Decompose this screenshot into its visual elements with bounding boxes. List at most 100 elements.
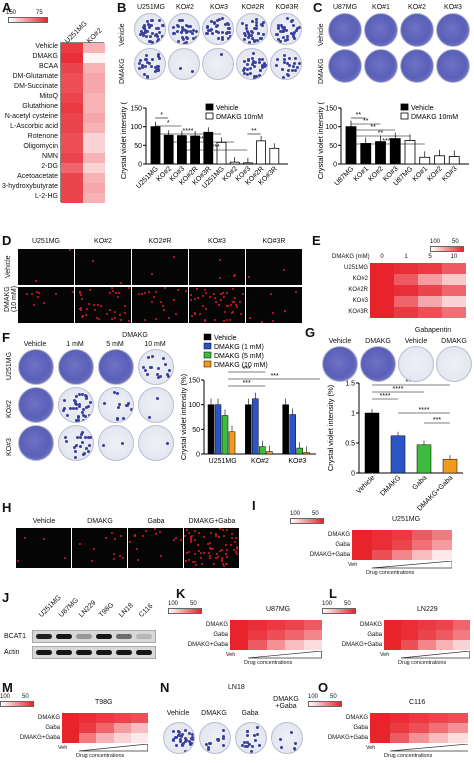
colony	[205, 31, 209, 35]
red-signal	[189, 539, 192, 542]
bar-dmakg	[448, 156, 460, 165]
colony	[158, 375, 162, 379]
heatmap-a-cell	[83, 133, 105, 143]
heatmap-a-cell	[61, 53, 83, 63]
colony	[149, 366, 153, 370]
legend-swatch	[203, 351, 212, 359]
heatmap-a-row-label: L-Ascorbic acid	[10, 123, 58, 130]
red-signal	[209, 531, 212, 534]
red-signal	[231, 287, 234, 290]
x-tick-label: KO#3	[288, 458, 306, 465]
colony	[78, 445, 82, 449]
bar-1	[289, 414, 296, 455]
colony	[156, 38, 160, 42]
colony	[75, 402, 79, 406]
heatmap-a-cell	[83, 163, 105, 173]
red-signal	[92, 304, 95, 307]
x-tick-label: U251MG	[209, 458, 237, 465]
red-signal	[295, 290, 298, 293]
colony	[173, 32, 177, 36]
colony	[143, 72, 147, 76]
red-signal	[283, 269, 286, 272]
heatmap-k-row-label: Gaba	[213, 632, 228, 638]
colony-dish	[364, 13, 398, 47]
red-signal	[235, 306, 238, 309]
bar-1	[252, 398, 259, 455]
colony	[138, 66, 142, 70]
red-signal	[175, 537, 178, 540]
colony	[80, 432, 84, 436]
red-signal	[236, 545, 239, 548]
red-signal	[216, 553, 219, 556]
colony	[210, 31, 214, 35]
red-signal	[230, 303, 233, 306]
panel-d-col-label: KO#3R	[262, 238, 286, 245]
colony	[226, 21, 230, 25]
significance-mark: ****	[393, 386, 404, 393]
red-signal	[98, 317, 101, 320]
colony	[248, 742, 252, 746]
colony	[246, 68, 250, 72]
red-signal	[118, 314, 121, 317]
colony-dish	[168, 13, 200, 45]
red-signal	[112, 553, 115, 556]
colony	[253, 739, 257, 743]
blot-band	[76, 634, 92, 639]
red-signal	[38, 292, 41, 295]
bar-vehicle	[375, 141, 386, 165]
colony	[156, 54, 160, 58]
colony	[215, 18, 219, 22]
bar-3	[266, 451, 273, 455]
colony	[260, 57, 264, 61]
heatmap-i-cell	[412, 550, 432, 560]
heatmap-l-title: LN229	[417, 606, 438, 613]
heatmap-m-cell	[79, 713, 97, 723]
red-signal	[64, 556, 67, 559]
colony	[194, 35, 198, 39]
heatmap-i-cell	[412, 530, 432, 540]
heatmap-a-cell	[83, 43, 105, 53]
colony	[288, 56, 292, 60]
red-signal	[222, 291, 225, 294]
heatmap-i-cell	[432, 550, 452, 560]
colony	[74, 456, 78, 460]
significance-mark: ***	[271, 373, 279, 380]
significance-mark: ***	[433, 417, 441, 424]
heatmap-a-row-label: Acetoacetate	[17, 173, 58, 180]
colony	[285, 62, 289, 66]
colony	[283, 26, 286, 30]
significance-mark: ****	[406, 379, 417, 386]
colony	[293, 741, 297, 745]
blot-band	[56, 650, 72, 655]
heatmap-m-cell	[62, 713, 80, 723]
heatmap-a-row-label: MitoQ	[39, 93, 58, 100]
red-signal	[203, 535, 206, 538]
colony	[156, 68, 160, 72]
colony	[102, 401, 106, 405]
heatmap-l-cell	[384, 620, 402, 630]
colony	[246, 57, 250, 61]
colony	[64, 436, 68, 440]
red-signal	[197, 549, 200, 552]
heatmap-e-cell	[370, 307, 394, 318]
heatmap-l-cell	[401, 640, 419, 650]
bar-dmakg	[256, 140, 267, 165]
colony	[113, 390, 117, 394]
red-signal	[185, 552, 188, 555]
bar-dmakg	[419, 156, 431, 165]
colony	[156, 66, 160, 70]
panel-label-m: M	[2, 680, 13, 695]
heatmap-e-cell	[394, 285, 418, 296]
heatmap-m-cell	[79, 723, 97, 733]
dish-c-col-label: KO#2	[408, 4, 426, 11]
significance-mark: *	[160, 112, 163, 119]
colony-dish	[138, 387, 174, 423]
colony	[88, 435, 92, 439]
heatmap-m-cell	[96, 713, 114, 723]
red-signal	[159, 554, 162, 557]
panel-label-h: H	[2, 500, 12, 515]
heatmap-i-cell	[432, 540, 452, 550]
colony	[150, 41, 154, 44]
x-tick-label: DMAKG	[379, 474, 402, 497]
